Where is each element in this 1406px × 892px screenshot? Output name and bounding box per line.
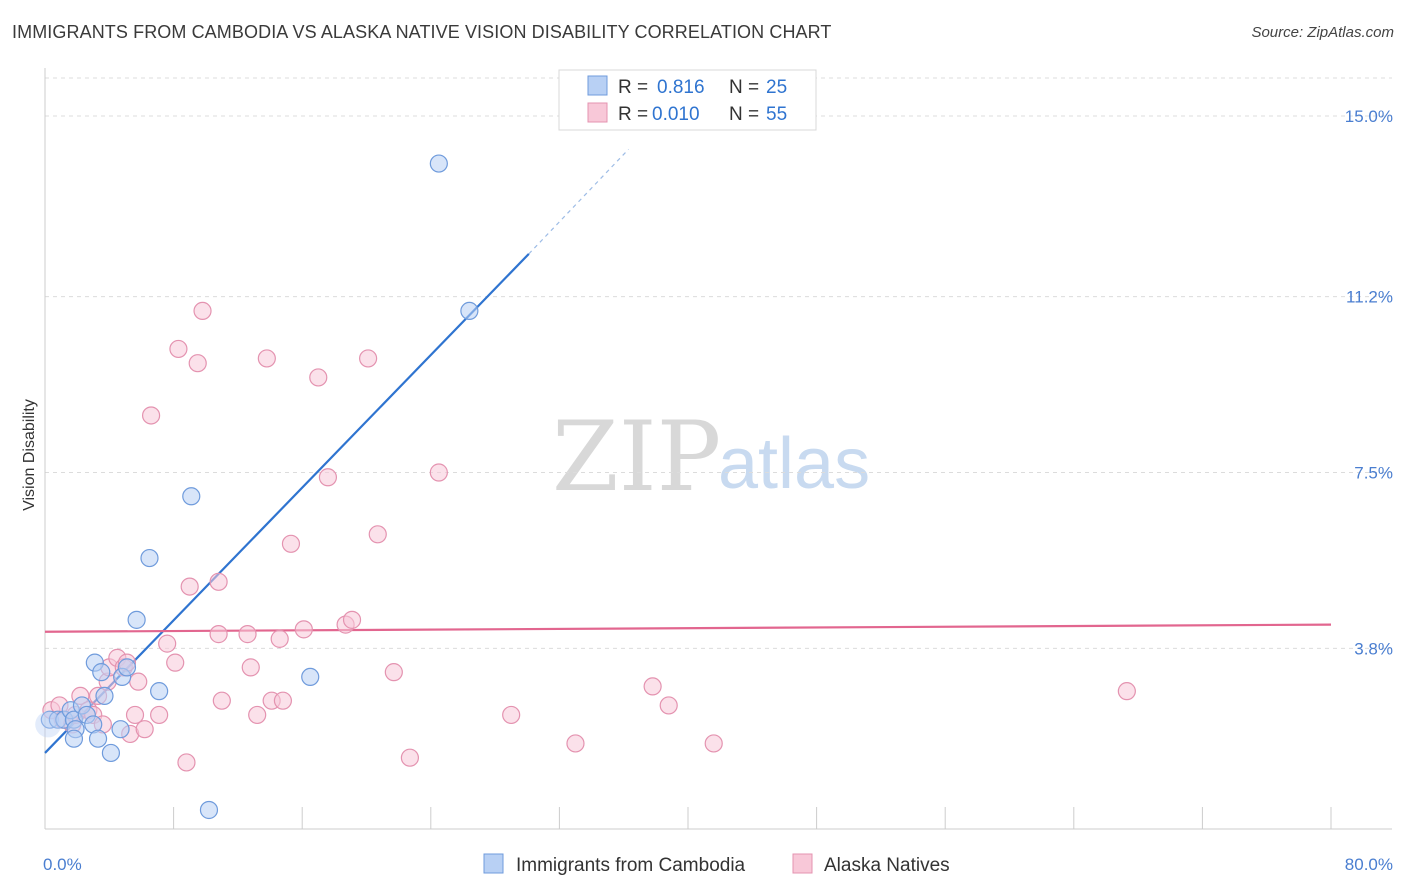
legend-n-value-2: 55 (766, 104, 787, 125)
legend-n-label-1: N = (729, 77, 759, 98)
alaska-point (659, 696, 678, 715)
alaska-point (429, 463, 448, 482)
series-legend-label-cambodia: Immigrants from Cambodia (516, 855, 746, 876)
series-legend-swatch-alaska (792, 853, 813, 874)
cambodia-point (64, 729, 84, 748)
legend-n-label-2: N = (729, 104, 759, 125)
cambodia-point (301, 667, 320, 686)
alaska-point (180, 577, 199, 596)
legend-r-value-1: 0.816 (657, 77, 705, 98)
alaska-point (241, 658, 260, 677)
alaska-point (342, 610, 362, 629)
alaska-point (248, 705, 267, 725)
legend-r-label-1: R = (618, 77, 648, 98)
y-tick-label: 11.2% (1346, 288, 1393, 307)
axes (44, 68, 1392, 830)
cambodia-point (429, 154, 448, 173)
cambodia-point (101, 743, 121, 763)
alaska-point (209, 572, 228, 591)
stats-legend: R = 0.816 N = 25 R = 0.010 N = 55 (558, 69, 817, 131)
cambodia-point (460, 301, 479, 321)
cambodia-point (117, 658, 137, 677)
x-tick-labels: 0.0% 80.0% (43, 855, 1393, 874)
cambodia-point (182, 487, 201, 506)
alaska-point (141, 406, 161, 425)
alaska-point (1117, 682, 1136, 701)
alaska-point (309, 368, 328, 387)
alaska-point (212, 691, 231, 710)
cambodia-point (92, 663, 111, 682)
alaska-point (384, 663, 403, 682)
alaska-point (166, 653, 185, 672)
scatter-points (35, 154, 1136, 820)
alaska-point (125, 705, 145, 725)
alaska-trend-line (44, 623, 1332, 633)
y-tick-label: 15.0% (1345, 107, 1393, 126)
alaska-point (129, 672, 148, 691)
cambodia-point (95, 686, 114, 706)
series-legend-swatch-cambodia (483, 853, 504, 874)
series-legend: Immigrants from Cambodia Alaska Natives (483, 853, 950, 876)
alaska-point (209, 625, 228, 644)
y-tick-label: 3.8% (1354, 639, 1393, 658)
cambodia-point (150, 682, 169, 701)
alaska-point (273, 691, 293, 710)
cambodia-trend-extension (528, 148, 629, 255)
x-tick-label: 0.0% (43, 855, 82, 874)
alaska-point (643, 677, 662, 696)
alaska-point (257, 349, 276, 368)
cambodia-point (199, 800, 219, 820)
legend-swatch-pink (587, 102, 608, 123)
alaska-point (566, 734, 585, 753)
alaska-point (238, 625, 257, 644)
watermark-atlas: atlas (718, 424, 870, 504)
cambodia-point (88, 729, 108, 748)
alaska-point (135, 720, 154, 739)
series-legend-label-alaska: Alaska Natives (824, 855, 950, 876)
cambodia-point (111, 720, 130, 739)
y-axis-label: Vision Disability (21, 399, 38, 511)
x-tick-label: 80.0% (1345, 855, 1393, 874)
alaska-point (318, 468, 338, 487)
legend-swatch-blue (587, 75, 608, 96)
alaska-point (158, 634, 177, 653)
legend-r-label-2: R = (618, 104, 648, 125)
alaska-point (400, 748, 420, 767)
alaska-point (368, 525, 387, 544)
chart-title: IMMIGRANTS FROM CAMBODIA VS ALASKA NATIV… (12, 22, 832, 42)
alaska-point (281, 534, 301, 553)
alaska-point (359, 349, 378, 368)
gridlines (45, 77, 1392, 649)
y-tick-labels: 3.8% 7.5% 11.2% 15.0% (1345, 107, 1393, 658)
alaska-point (704, 734, 723, 753)
cambodia-point-cluster (35, 711, 62, 738)
alaska-point (169, 339, 188, 359)
legend-n-value-1: 25 (766, 77, 787, 98)
alaska-point (502, 705, 521, 725)
alaska-point (294, 620, 313, 639)
y-tick-label: 7.5% (1354, 464, 1393, 483)
cambodia-point (127, 610, 146, 629)
alaska-point (177, 753, 196, 772)
alaska-point (150, 705, 169, 725)
source-credit: Source: ZipAtlas.com (1251, 24, 1394, 41)
alaska-point (188, 354, 207, 373)
alaska-point (193, 301, 212, 321)
legend-r-value-2: 0.010 (652, 104, 700, 125)
cambodia-point (140, 548, 159, 568)
alaska-point (270, 629, 289, 648)
watermark-zip: ZIP (552, 401, 721, 513)
